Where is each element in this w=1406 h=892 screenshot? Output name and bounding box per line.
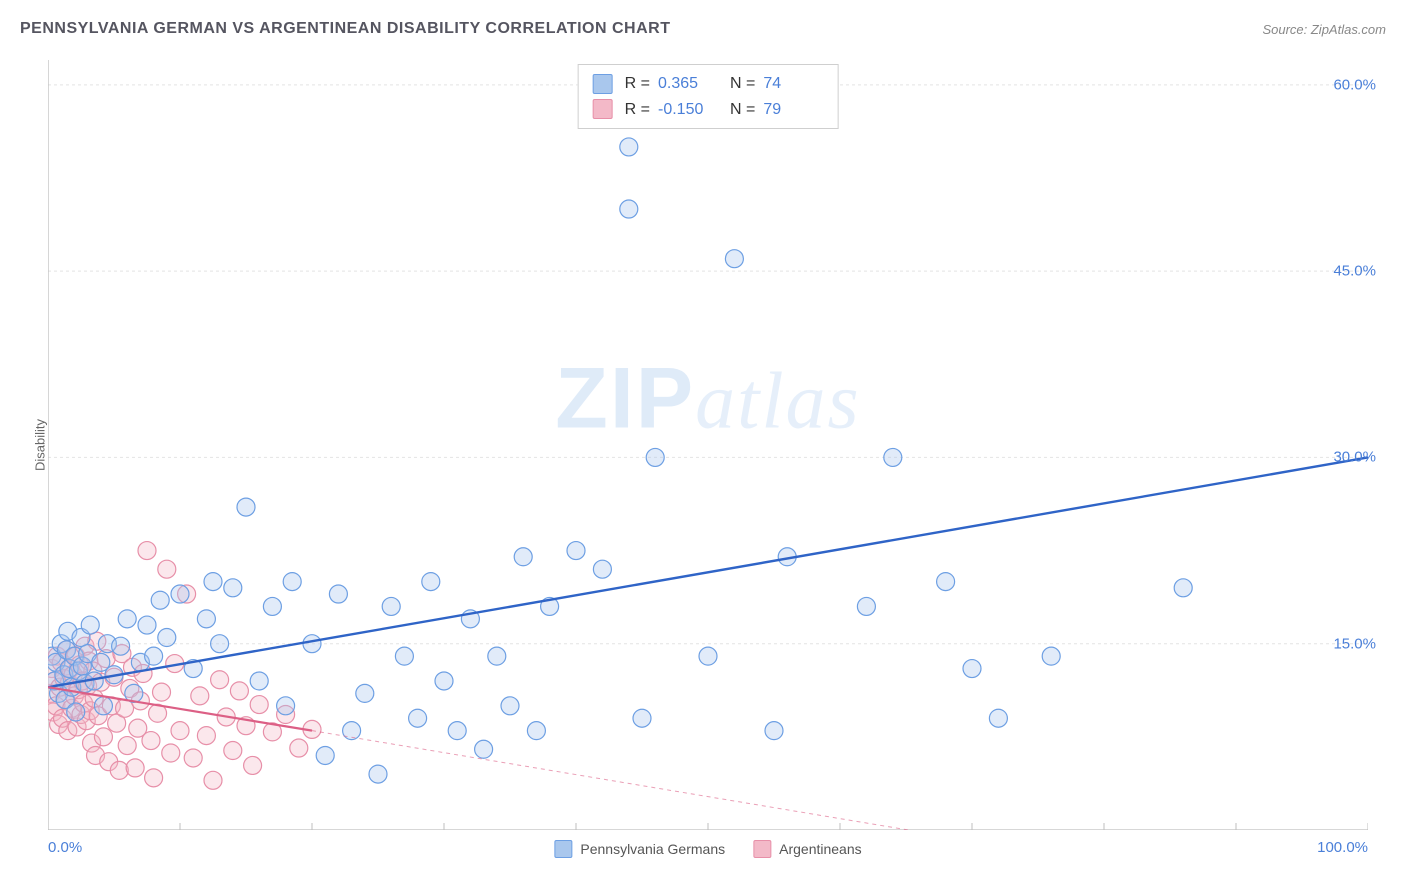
header: PENNSYLVANIA GERMAN VS ARGENTINEAN DISAB… [20,20,1386,38]
legend-label: Argentineans [779,841,862,857]
legend-label: Pennsylvania Germans [580,841,725,857]
scatter-plot [48,60,1368,830]
stats-legend-box: R = 0.365 N = 74 R = -0.150 N = 79 [578,64,839,129]
stats-swatch [593,99,613,119]
stat-n-label: N = [730,97,755,123]
stat-n-label: N = [730,71,755,97]
stats-swatch [593,74,613,94]
chart-title: PENNSYLVANIA GERMAN VS ARGENTINEAN DISAB… [20,20,670,38]
legend-item-argentine: Argentineans [753,840,862,858]
y-axis-tick-label: 60.0% [1333,76,1376,93]
stats-row: R = 0.365 N = 74 [593,71,824,97]
chart-source: Source: ZipAtlas.com [1262,22,1386,37]
stat-r-label: R = [625,71,650,97]
y-axis-tick-label: 15.0% [1333,635,1376,652]
legend-swatch [753,840,771,858]
stat-n-value: 74 [763,71,823,97]
legend-item-pa-german: Pennsylvania Germans [554,840,725,858]
bottom-legend: Pennsylvania Germans Argentineans [554,840,861,858]
x-axis-min-label: 0.0% [48,839,82,856]
y-axis-tick-label: 45.0% [1333,263,1376,280]
stat-r-value: 0.365 [658,71,718,97]
stat-r-value: -0.150 [658,97,718,123]
x-axis-max-label: 100.0% [1317,839,1368,856]
y-axis-tick-label: 30.0% [1333,449,1376,466]
chart-area: Disability 0.0% 100.0% Pennsylvania Germ… [48,60,1368,830]
y-axis-label: Disability [33,419,48,471]
stat-r-label: R = [625,97,650,123]
stats-row: R = -0.150 N = 79 [593,97,824,123]
stat-n-value: 79 [763,97,823,123]
legend-swatch [554,840,572,858]
